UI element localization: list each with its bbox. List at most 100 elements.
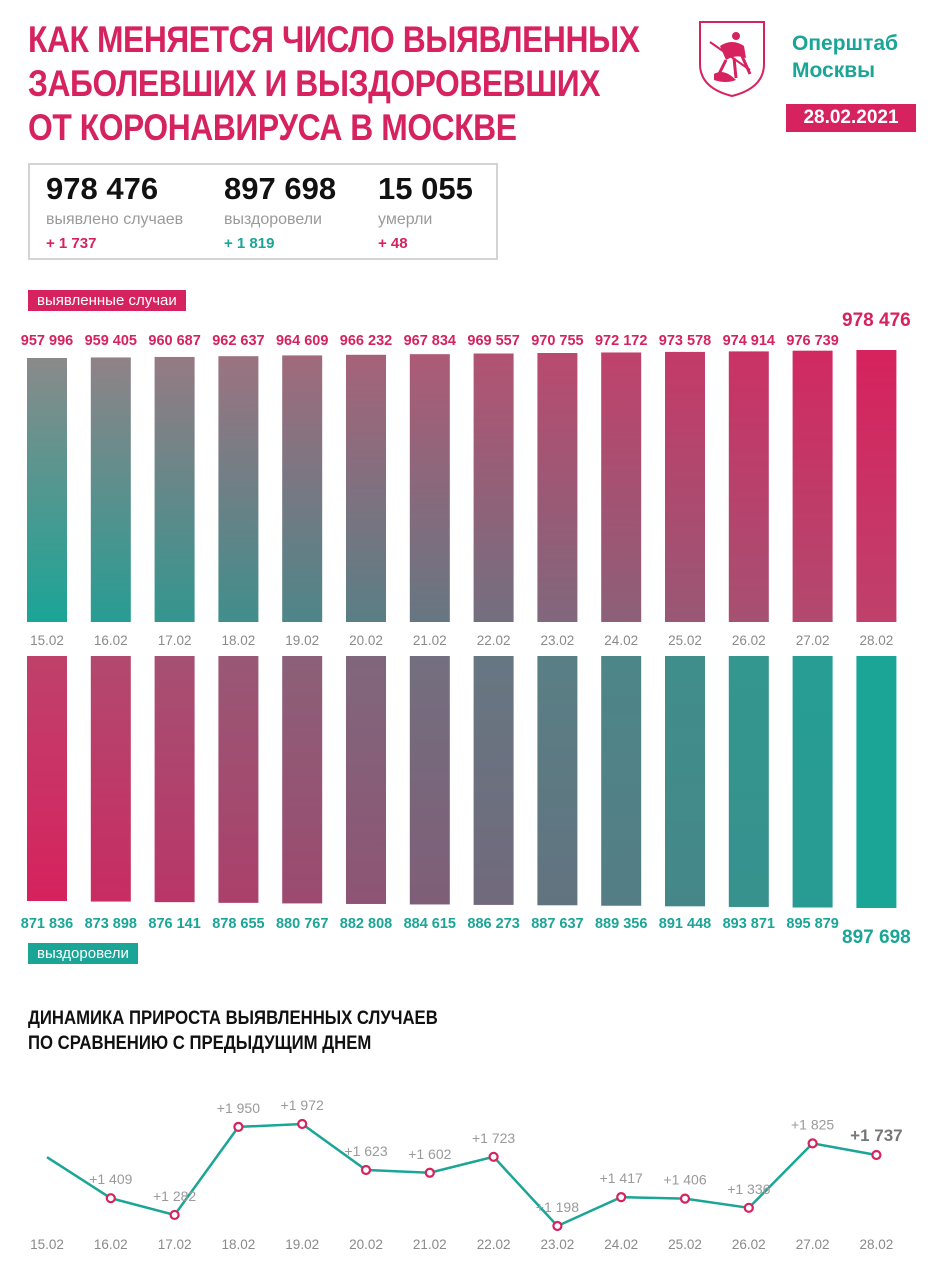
growth-point bbox=[871, 1149, 882, 1161]
date-tick-label: 22.02 bbox=[477, 633, 511, 648]
recovered-value-label: 889 356 bbox=[595, 916, 647, 932]
recovered-value-label: 893 871 bbox=[723, 916, 775, 932]
cases-series-label: выявленные случаи bbox=[28, 290, 186, 311]
growth-point bbox=[360, 1164, 372, 1176]
summary-box: 978 476 выявлено случаев + 1 737 897 698… bbox=[28, 163, 498, 260]
date-tick-label: 24.02 bbox=[604, 633, 638, 648]
recovered-series-label: выздоровели bbox=[28, 943, 138, 964]
stat-recovered: 897 698 выздоровели + 1 819 bbox=[224, 171, 336, 252]
recovered-value-label: 876 141 bbox=[148, 916, 200, 932]
growth-date-label: 21.02 bbox=[413, 1237, 447, 1252]
cases-bar bbox=[218, 356, 259, 622]
cases-bar bbox=[792, 350, 833, 622]
cases-value-label: 972 172 bbox=[595, 333, 647, 349]
growth-value-label: +1 602 bbox=[408, 1146, 451, 1162]
recovered-value-label: 878 655 bbox=[212, 916, 264, 932]
stat-cases: 978 476 выявлено случаев + 1 737 bbox=[46, 171, 183, 252]
cases-bar bbox=[27, 358, 67, 622]
date-tick-label: 19.02 bbox=[285, 633, 319, 648]
growth-date-label: 28.02 bbox=[860, 1237, 894, 1252]
recovered-bar bbox=[473, 656, 514, 905]
stat-value: 897 698 bbox=[224, 171, 337, 206]
date-tick-label: 23.02 bbox=[541, 633, 575, 648]
cases-bar bbox=[346, 354, 386, 622]
growth-point bbox=[552, 1220, 563, 1232]
growth-value-label: +1 198 bbox=[536, 1199, 579, 1215]
date-tick-label: 18.02 bbox=[222, 633, 256, 648]
recovered-bar bbox=[728, 656, 769, 907]
cases-value-label: 966 232 bbox=[340, 333, 392, 349]
growth-point bbox=[169, 1209, 180, 1221]
growth-value-label: +1 623 bbox=[344, 1143, 387, 1159]
cases-value-label: 974 914 bbox=[723, 333, 775, 349]
growth-point bbox=[488, 1151, 499, 1162]
growth-line bbox=[46, 1122, 877, 1228]
date-tick-label: 17.02 bbox=[158, 633, 192, 648]
brand-line: Оперштаб bbox=[792, 32, 898, 55]
recovered-value-label: 882 808 bbox=[340, 916, 392, 932]
growth-value-label: +1 409 bbox=[89, 1171, 132, 1187]
cases-bar bbox=[728, 351, 769, 622]
date-tick-label: 20.02 bbox=[349, 633, 383, 648]
growth-point bbox=[297, 1118, 308, 1130]
recovered-value-label: 887 637 bbox=[531, 916, 583, 932]
cases-value-label: 967 834 bbox=[404, 333, 456, 349]
growth-value-label: +1 737 bbox=[850, 1126, 902, 1145]
stat-label: выявлено случаев bbox=[46, 211, 184, 228]
recovered-value-label: 884 615 bbox=[404, 916, 456, 932]
cases-value-label: 970 755 bbox=[531, 333, 583, 349]
brand-line: Москвы bbox=[792, 59, 876, 82]
recovered-bar bbox=[27, 656, 67, 901]
recovered-bar bbox=[792, 656, 833, 908]
stat-label: умерли bbox=[378, 211, 433, 228]
cases-value-label: 964 609 bbox=[276, 333, 328, 349]
growth-point bbox=[679, 1193, 691, 1204]
cases-bar bbox=[282, 355, 323, 622]
growth-date-label: 18.02 bbox=[222, 1237, 256, 1252]
growth-point bbox=[424, 1167, 435, 1178]
recovered-value-label: 873 898 bbox=[85, 916, 137, 932]
date-tick-label: 27.02 bbox=[796, 633, 830, 648]
recovered-bar bbox=[218, 656, 259, 903]
recovered-bar bbox=[409, 656, 450, 905]
cases-value-label: 962 637 bbox=[212, 333, 264, 349]
stat-delta: + 48 bbox=[378, 235, 408, 252]
growth-point bbox=[233, 1121, 244, 1132]
date-tick-label: 16.02 bbox=[94, 633, 128, 648]
cases-value-label: 973 578 bbox=[659, 333, 711, 349]
stat-value: 978 476 bbox=[46, 171, 159, 206]
date-tick-label: 15.02 bbox=[30, 633, 64, 648]
recovered-value-label: 871 836 bbox=[21, 916, 73, 932]
date-tick-label: 25.02 bbox=[668, 633, 702, 648]
date-badge: 28.02.2021 bbox=[786, 104, 916, 132]
growth-date-label: 22.02 bbox=[477, 1237, 511, 1252]
growth-point bbox=[616, 1192, 627, 1203]
cases-bar bbox=[90, 357, 131, 622]
cases-value-label: 969 557 bbox=[467, 333, 519, 349]
dynamics-title-line: ПО СРАВНЕНИЮ С ПРЕДЫДУЩИМ ДНЕМ bbox=[28, 1033, 372, 1054]
growth-value-label: +1 282 bbox=[153, 1188, 196, 1204]
growth-date-label: 24.02 bbox=[604, 1237, 638, 1252]
cases-value-label: 978 476 bbox=[842, 310, 911, 331]
recovered-bar bbox=[346, 656, 386, 904]
cases-bar bbox=[154, 356, 195, 622]
cases-value-label: 957 996 bbox=[21, 333, 73, 349]
cases-bar bbox=[409, 354, 450, 622]
growth-date-label: 17.02 bbox=[158, 1237, 192, 1252]
cases-bar bbox=[665, 351, 705, 622]
growth-value-label: +1 825 bbox=[791, 1116, 834, 1132]
growth-point bbox=[807, 1138, 818, 1149]
growth-date-label: 16.02 bbox=[94, 1237, 128, 1252]
cases-value-label: 960 687 bbox=[148, 333, 200, 349]
cases-bar bbox=[537, 353, 578, 622]
date-tick-label: 28.02 bbox=[860, 633, 894, 648]
growth-date-label: 27.02 bbox=[796, 1237, 830, 1252]
growth-date-label: 25.02 bbox=[668, 1237, 702, 1252]
recovered-value-label: 886 273 bbox=[467, 916, 519, 932]
growth-date-label: 26.02 bbox=[732, 1237, 766, 1252]
recovered-bar bbox=[282, 656, 323, 904]
growth-date-label: 23.02 bbox=[541, 1237, 575, 1252]
growth-date-label: 19.02 bbox=[285, 1237, 319, 1252]
recovered-bar bbox=[90, 656, 131, 902]
recovered-bar bbox=[154, 656, 195, 903]
